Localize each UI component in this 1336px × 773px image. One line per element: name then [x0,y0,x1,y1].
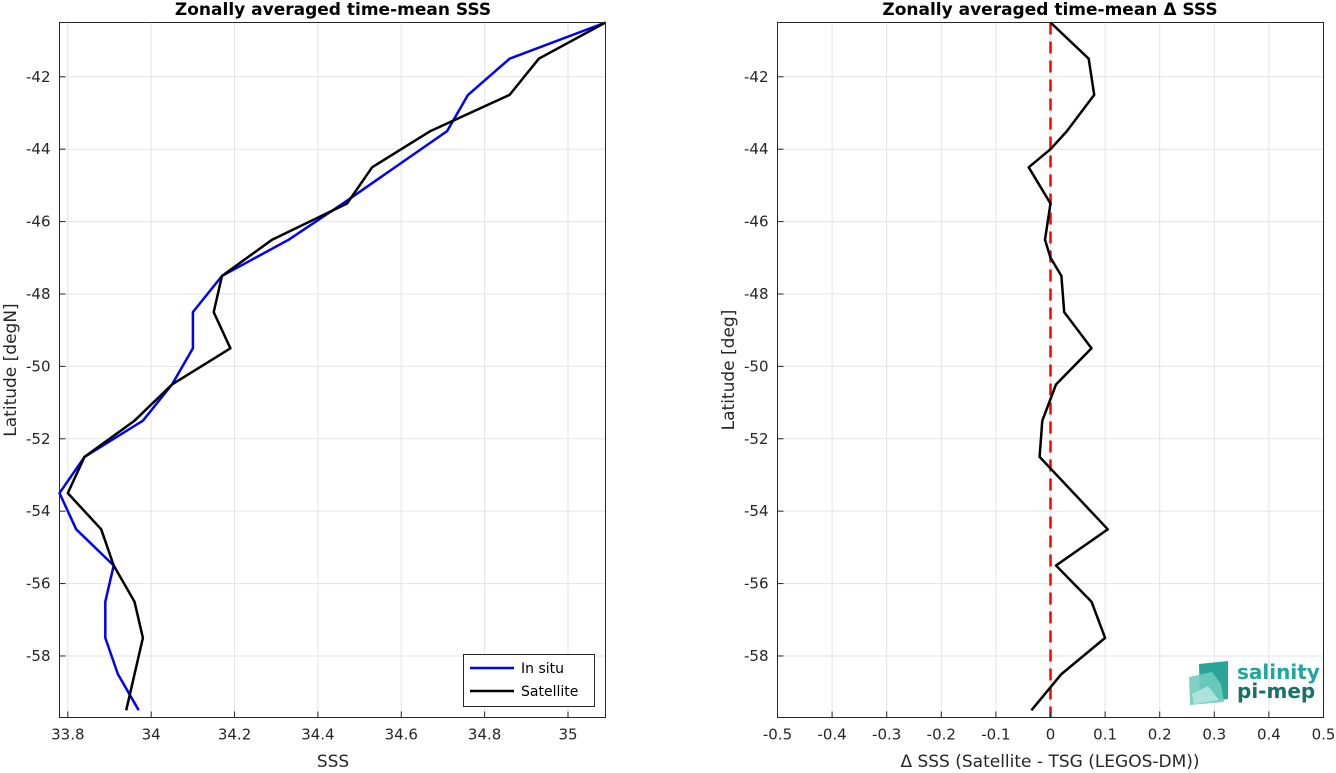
right-y-tick-label: -52 [744,430,769,448]
left-x-axis-label: SSS [317,752,349,769]
left-x-tick-label: 34.4 [301,726,334,744]
left-y-axis-label: Latitude [degN] [1,303,21,436]
right-x-axis-label: Δ SSS (Satellite - TSG (LEGOS-DM)) [900,752,1199,769]
logo-text-pi-mep: pi-mep [1237,679,1315,703]
left-panel: Zonally averaged time-mean SSS SSS Latit… [1,0,607,772]
left-axes-box [59,22,606,718]
right-y-tick-label: -54 [744,502,769,520]
left-y-tick-label: -42 [26,68,51,86]
logo-text-salinity: salinity [1237,660,1320,684]
left-x-tick-label: 34 [142,726,161,744]
left-series-lines [58,21,607,711]
right-axes-box [777,22,1324,718]
legend-label-in-situ: In situ [521,661,564,677]
right-series-lines [1027,21,1110,718]
right-panel: Zonally averaged time-mean Δ SSS Δ SSS (… [719,0,1335,772]
left-x-tick-label: 33.8 [51,726,84,744]
left-x-tick-label: 34.2 [218,726,251,744]
right-x-tick-label: 0.4 [1257,726,1281,744]
right-x-tick-label: 0.5 [1312,726,1336,744]
legend-box [463,654,595,707]
right-series-line-delta-sss [1027,21,1110,712]
left-x-tick-label: 35 [558,726,577,744]
left-ticks: 33.8 34 34.2 34.4 34.6 34.8 35 -42 -44 -46 -48 -50 -… [26,68,578,744]
left-y-tick-label: -52 [26,430,51,448]
right-x-tick-label: -0.4 [817,726,846,744]
right-y-tick-label: -56 [744,575,769,593]
salinity-pi-mep-logo: salinity pi-mep [1189,660,1320,705]
right-y-axis-label: Latitude [deg] [719,310,739,431]
legend: In situ Satellite [463,654,595,707]
right-x-tick-label: 0.2 [1148,726,1172,744]
right-y-tick-label: -48 [744,285,769,303]
right-x-tick-label: 0 [1046,726,1056,744]
left-x-tick-label: 34.8 [468,726,501,744]
left-y-tick-label: -50 [26,357,51,375]
left-chart-title: Zonally averaged time-mean SSS [175,0,491,20]
right-x-tick-label: -0.5 [763,726,792,744]
right-x-tick-label: -0.1 [981,726,1010,744]
logo-mark-highlight [1192,686,1219,704]
legend-label-satellite: Satellite [521,684,578,700]
left-y-tick-label: -54 [26,502,51,520]
right-x-tick-label: -0.3 [872,726,901,744]
left-y-tick-label: -48 [26,285,51,303]
right-x-tick-label: -0.2 [927,726,956,744]
right-x-tick-label: 0.3 [1202,726,1226,744]
right-ticks: -0.5 -0.4 -0.3 -0.2 -0.1 0 0.1 0.2 0.3 0.4 0.5 -42 -… [744,68,1335,744]
left-y-tick-label: -44 [26,140,51,158]
right-y-tick-label: -44 [744,140,769,158]
right-x-tick-label: 0.1 [1093,726,1117,744]
right-chart-title: Zonally averaged time-mean Δ SSS [882,0,1217,20]
left-x-tick-label: 34.6 [385,726,418,744]
left-y-tick-label: -58 [26,647,51,665]
left-series-line-satellite [66,21,607,711]
left-y-tick-label: -46 [26,213,51,231]
left-y-tick-label: -56 [26,575,51,593]
right-y-tick-label: -42 [744,68,769,86]
right-y-tick-label: -46 [744,213,769,231]
left-grid [59,22,606,718]
right-y-tick-label: -58 [744,647,769,665]
right-y-tick-label: -50 [744,357,769,375]
